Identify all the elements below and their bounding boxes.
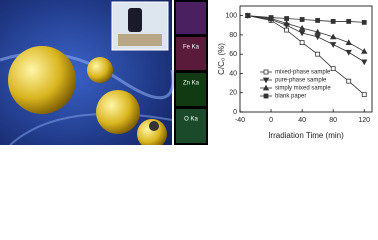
legend-label: blank paper bbox=[275, 94, 306, 100]
y-tick-label: 0 bbox=[233, 109, 237, 116]
marker bbox=[329, 42, 337, 48]
eds-label: Fe Ka bbox=[183, 45, 200, 51]
eds-maps bbox=[174, 0, 208, 145]
y-tick-label: 80 bbox=[229, 32, 237, 39]
legend-marker bbox=[262, 77, 270, 84]
marker bbox=[361, 19, 367, 25]
y-tick-label: 100 bbox=[225, 12, 237, 19]
y-tick-label: 60 bbox=[229, 51, 237, 58]
marker bbox=[314, 28, 321, 35]
marker bbox=[346, 78, 352, 84]
x-tick-label: 120 bbox=[358, 117, 370, 124]
marker bbox=[361, 59, 368, 66]
y-axis-label: C/C₀ (%) bbox=[217, 43, 226, 75]
marker bbox=[299, 40, 305, 46]
marker bbox=[330, 19, 336, 24]
legend-marker bbox=[263, 69, 269, 75]
x-tick-label: -40 bbox=[235, 117, 245, 124]
marker bbox=[361, 47, 368, 54]
marker bbox=[329, 33, 337, 40]
legend-label: mixed-phase sample bbox=[275, 70, 331, 76]
y-tick-label: 40 bbox=[229, 70, 237, 77]
marker bbox=[298, 30, 306, 37]
series-line bbox=[247, 15, 365, 52]
marker bbox=[315, 51, 321, 57]
x-axis-label: Irradiation Time (min) bbox=[268, 131, 344, 140]
plot-frame bbox=[239, 5, 373, 113]
marker bbox=[245, 13, 251, 19]
marker bbox=[361, 92, 367, 98]
legend-label: pure-phase sample bbox=[275, 78, 327, 84]
eds-label: O Ka bbox=[184, 117, 198, 123]
y-tick-label: 20 bbox=[229, 90, 237, 97]
marker bbox=[284, 27, 289, 33]
marker bbox=[283, 20, 290, 26]
marker bbox=[268, 15, 274, 20]
legend-marker bbox=[262, 84, 270, 91]
marker bbox=[315, 18, 321, 23]
eds-label: Zn Ka bbox=[183, 81, 200, 87]
x-tick-label: 40 bbox=[298, 117, 306, 124]
legend-label: simply mixed sample bbox=[275, 86, 331, 92]
marker bbox=[314, 34, 321, 41]
marker bbox=[284, 16, 289, 21]
series-line bbox=[247, 15, 365, 23]
marker bbox=[330, 66, 336, 72]
x-tick-label: 80 bbox=[329, 117, 337, 124]
sem-image bbox=[0, 0, 175, 145]
series-line bbox=[247, 15, 365, 95]
x-tick-label: 0 bbox=[269, 117, 273, 124]
marker bbox=[299, 17, 305, 22]
marker bbox=[345, 39, 352, 46]
legend-marker bbox=[263, 93, 269, 99]
marker bbox=[345, 49, 352, 56]
marker bbox=[298, 24, 306, 31]
marker bbox=[346, 19, 352, 24]
